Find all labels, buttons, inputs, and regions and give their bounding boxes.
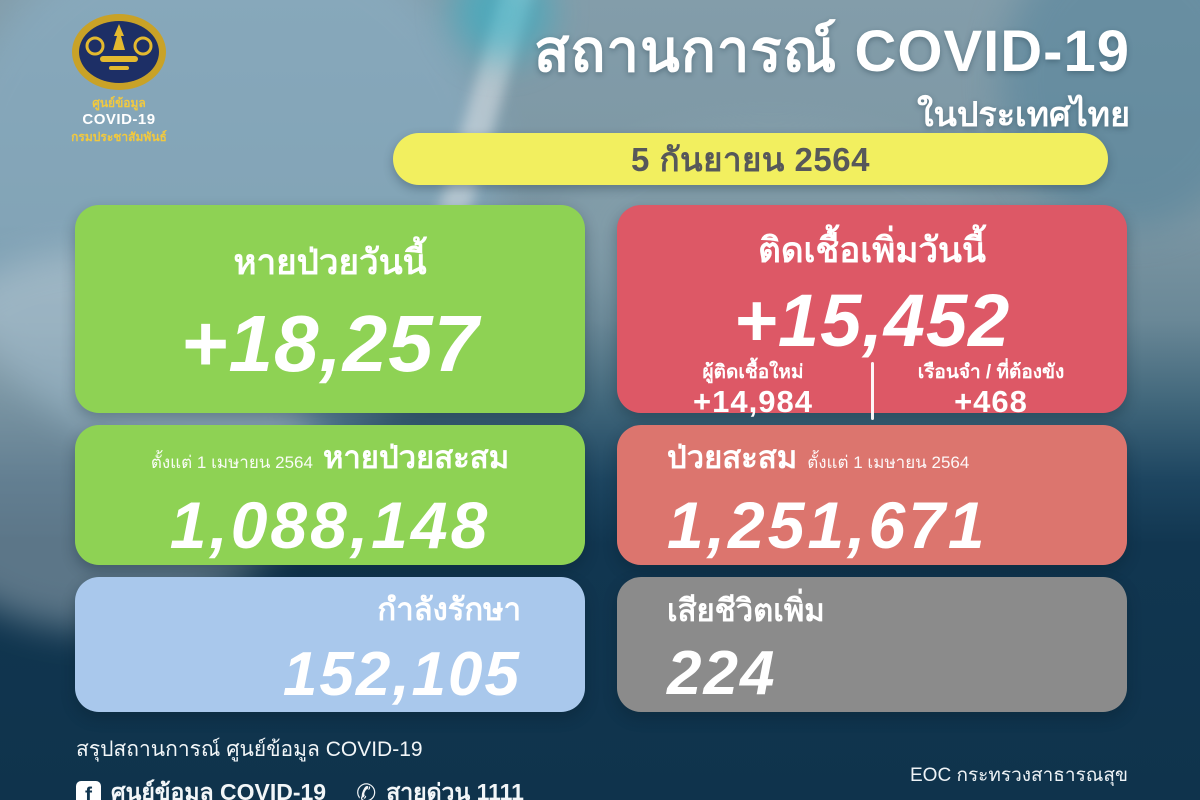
breakdown-prison-label: เรือนจำ / ที่ต้องขัง xyxy=(917,362,1065,384)
prd-logo: ศูนย์ข้อมูล COVID-19 กรมประชาสัมพันธ์ xyxy=(52,12,186,145)
logo-line-2: COVID-19 xyxy=(82,111,156,128)
breakdown-divider xyxy=(870,362,874,420)
breakdown-community: ผู้ติดเชื้อใหม่ +14,984 xyxy=(646,362,861,419)
in-treatment-value: 152,105 xyxy=(282,639,521,709)
logo-line-3: กรมประชาสัมพันธ์ xyxy=(71,129,167,144)
footer-contacts: f ศูนย์ข้อมูล COVID-19 ✆ สายด่วน 1111 xyxy=(76,775,524,800)
facebook-icon: f xyxy=(76,780,101,800)
breakdown-prison-value: +468 xyxy=(954,384,1028,420)
page-subtitle: ในประเทศไทย xyxy=(917,95,1130,134)
card-in-treatment: กำลังรักษา 152,105 xyxy=(75,577,585,712)
recovered-today-label: หายป่วยวันนี้ xyxy=(233,242,427,282)
cases-total-label: ป่วยสะสม xyxy=(667,440,798,475)
new-deaths-label: เสียชีวิตเพิ่ม xyxy=(667,592,825,628)
new-deaths-value: 224 xyxy=(667,638,777,708)
footer-summary: สรุปสถานการณ์ ศูนย์ข้อมูล COVID-19 xyxy=(76,738,423,761)
new-cases-label: ติดเชื้อเพิ่มวันนี้ xyxy=(758,231,986,270)
facebook-page-label: ศูนย์ข้อมูล COVID-19 xyxy=(111,779,327,800)
cases-total-value: 1,251,671 xyxy=(667,488,988,562)
recovered-total-value: 1,088,148 xyxy=(169,488,491,562)
date-badge-text: 5 กันยายน 2564 xyxy=(631,140,870,178)
new-cases-breakdown: ผู้ติดเชื้อใหม่ +14,984 เรือนจำ / ที่ต้อ… xyxy=(617,362,1127,420)
card-new-cases-today: ติดเชื้อเพิ่มวันนี้ +15,452 ผู้ติดเชื้อใ… xyxy=(617,205,1127,420)
card-cases-total: ป่วยสะสม ตั้งแต่ 1 เมษายน 2564 1,251,671 xyxy=(617,425,1127,565)
phone-icon: ✆ xyxy=(356,779,377,800)
in-treatment-label: กำลังรักษา xyxy=(377,591,521,627)
stat-cards-grid: หายป่วยวันนี้ +18,257 ติดเชื้อเพิ่มวันนี… xyxy=(75,205,1127,712)
cases-total-heading: ป่วยสะสม ตั้งแต่ 1 เมษายน 2564 xyxy=(667,432,969,482)
garuda-emblem-icon xyxy=(72,14,166,90)
hotline-label: สายด่วน 1111 xyxy=(386,779,524,800)
recovered-total-heading: ตั้งแต่ 1 เมษายน 2564 หายป่วยสะสม xyxy=(151,432,509,482)
card-new-deaths: เสียชีวิตเพิ่ม 224 xyxy=(617,577,1127,712)
header: สถานการณ์ COVID-19 ในประเทศไทย xyxy=(533,19,1130,141)
recovered-total-since: ตั้งแต่ 1 เมษายน 2564 xyxy=(150,453,313,472)
date-badge: 5 กันยายน 2564 xyxy=(393,133,1108,185)
cases-total-since: ตั้งแต่ 1 เมษายน 2564 xyxy=(807,453,970,472)
card-recovered-total: ตั้งแต่ 1 เมษายน 2564 หายป่วยสะสม 1,088,… xyxy=(75,425,585,565)
logo-line-1: ศูนย์ข้อมูล xyxy=(92,96,146,110)
new-cases-value: +15,452 xyxy=(733,279,1011,362)
page-title: สถานการณ์ COVID-19 xyxy=(533,19,1130,84)
recovered-total-label: หายป่วยสะสม xyxy=(322,440,510,475)
eoc-credit: EOC กระทรวงสาธารณสุข xyxy=(910,765,1128,786)
recovered-today-value: +18,257 xyxy=(180,298,480,388)
breakdown-prison: เรือนจำ / ที่ต้องขัง +468 xyxy=(884,362,1099,419)
breakdown-community-value: +14,984 xyxy=(693,384,813,420)
footer-left: สรุปสถานการณ์ ศูนย์ข้อมูล COVID-19 f ศูน… xyxy=(76,733,524,800)
card-recovered-today: หายป่วยวันนี้ +18,257 xyxy=(75,205,585,413)
breakdown-community-label: ผู้ติดเชื้อใหม่ xyxy=(702,362,804,384)
